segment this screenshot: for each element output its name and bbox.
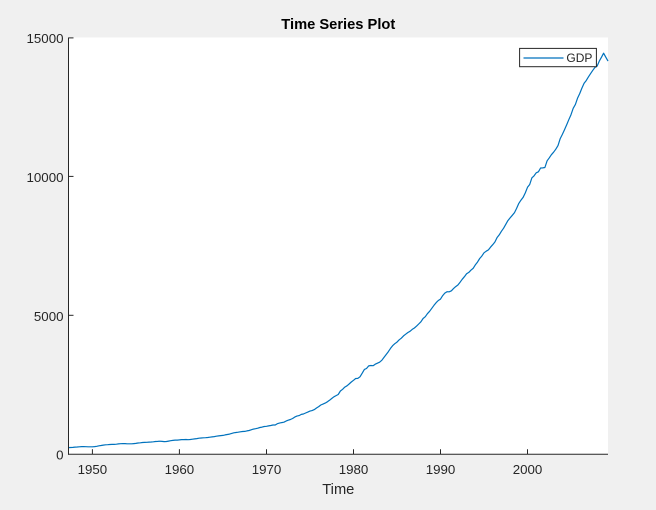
svg-text:10000: 10000: [27, 170, 64, 185]
svg-text:1970: 1970: [252, 462, 282, 477]
svg-text:GDP: GDP: [566, 51, 592, 65]
svg-text:Time Series Plot: Time Series Plot: [281, 17, 395, 33]
svg-text:5000: 5000: [34, 309, 64, 324]
svg-text:1960: 1960: [165, 462, 195, 477]
svg-text:1990: 1990: [426, 462, 456, 477]
svg-text:Time: Time: [322, 482, 354, 498]
svg-text:1950: 1950: [78, 462, 108, 477]
svg-text:15000: 15000: [27, 31, 64, 46]
svg-text:0: 0: [56, 448, 63, 463]
svg-text:2000: 2000: [513, 462, 543, 477]
svg-text:1980: 1980: [339, 462, 369, 477]
